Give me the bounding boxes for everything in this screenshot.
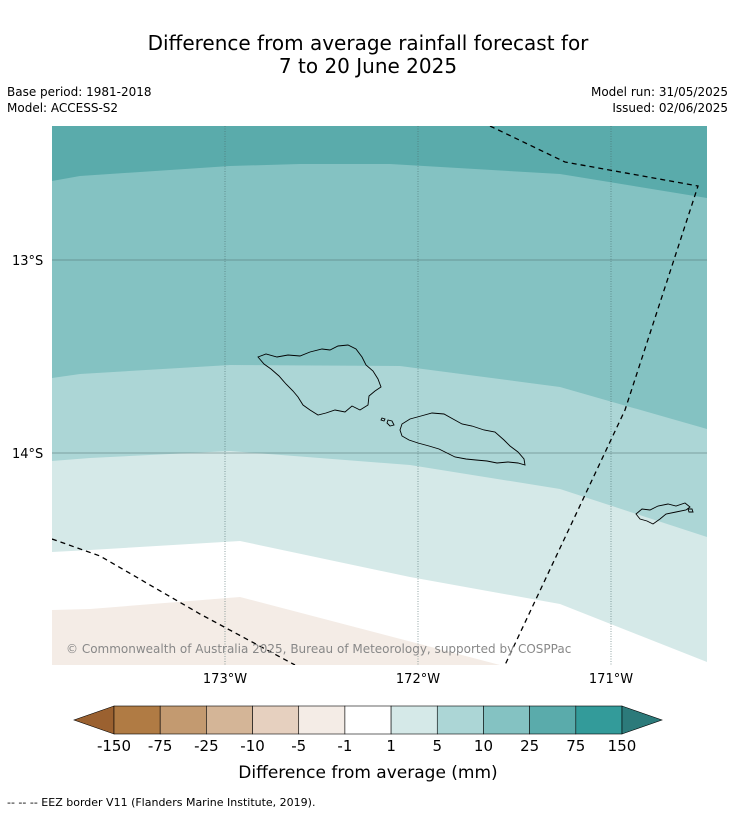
colorbar-tick-label: -150	[97, 737, 131, 755]
colorbar-swatch	[252, 705, 300, 735]
colorbar-swatch	[298, 705, 346, 735]
lat-axis-labels: 13°S 14°S	[12, 254, 43, 462]
lon-label-173w: 173°W	[203, 672, 247, 687]
colorbar-tick-label: -10	[240, 737, 265, 755]
eez-border-east	[489, 126, 699, 665]
island-tutuila	[635, 502, 691, 525]
colorbar-tick-label: 150	[608, 737, 637, 755]
base-period-text: Base period: 1981-2018	[7, 85, 152, 99]
colorbar-swatch	[575, 705, 623, 735]
meta-right: Model run: 31/05/2025 Issued: 02/06/2025	[591, 84, 728, 116]
graticule	[52, 126, 707, 665]
islet-manono	[386, 419, 395, 427]
chart-title-line1: Difference from average rainfall forecas…	[147, 31, 589, 55]
model-run-text: Model run: 31/05/2025	[590, 85, 728, 99]
lon-label-171w: 171°W	[589, 672, 633, 687]
colorbar-swatch	[113, 705, 161, 735]
lat-label-14s: 14°S	[12, 447, 43, 462]
copyright-text: © Commonwealth of Australia 2025, Bureau…	[66, 642, 571, 656]
colorbar: -150 -75 -25 -10 -5 -1 1 5 10 25 75 150	[73, 705, 663, 755]
eez-footnote: -- -- -- EEZ border V11 (Flanders Marine…	[7, 796, 316, 809]
model-text: Model: ACCESS-S2	[7, 101, 119, 115]
colorbar-swatch	[344, 705, 392, 735]
island-savaii	[257, 344, 382, 416]
colorbar-label: Difference from average (mm)	[238, 763, 497, 783]
colorbar-tick-label: -75	[148, 737, 173, 755]
eez-border-southwest	[52, 538, 296, 665]
issued-text: Issued: 02/06/2025	[612, 101, 728, 115]
lon-axis-labels: 173°W 172°W 171°W	[203, 672, 633, 687]
map-panel: © Commonwealth of Australia 2025, Bureau…	[52, 126, 707, 665]
colorbar-swatch	[206, 705, 253, 735]
chart-title-line2: 7 to 20 June 2025	[278, 54, 458, 78]
islet-apolima	[380, 417, 386, 422]
zone-minus5-to-minus1	[52, 597, 500, 665]
colorbar-swatch	[390, 705, 438, 735]
colorbar-tick-label: -25	[194, 737, 219, 755]
eez-border	[52, 126, 699, 665]
colorbar-tick-label: -5	[291, 737, 306, 755]
colorbar-tick-label: -1	[337, 737, 352, 755]
colorbar-extend-high	[621, 705, 663, 735]
colorbar-tick-label: 75	[566, 737, 585, 755]
meta-left: Base period: 1981-2018 Model: ACCESS-S2	[7, 84, 152, 116]
colorbar-swatch	[436, 705, 484, 735]
colorbar-tick-label: 1	[386, 737, 396, 755]
colorbar-tick-label: 25	[520, 737, 539, 755]
colorbar-tick-label: 5	[432, 737, 442, 755]
colorbar-swatch	[159, 705, 207, 735]
lat-label-13s: 13°S	[12, 254, 43, 269]
islet-aunuu	[687, 508, 694, 513]
colorbar-swatch	[529, 705, 577, 735]
colorbar-swatch	[483, 705, 530, 735]
colorbar-tick-label: 10	[474, 737, 493, 755]
colorbar-extend-low	[73, 705, 115, 735]
island-upolu	[399, 412, 526, 466]
coastlines	[257, 344, 694, 525]
lon-label-172w: 172°W	[396, 672, 440, 687]
